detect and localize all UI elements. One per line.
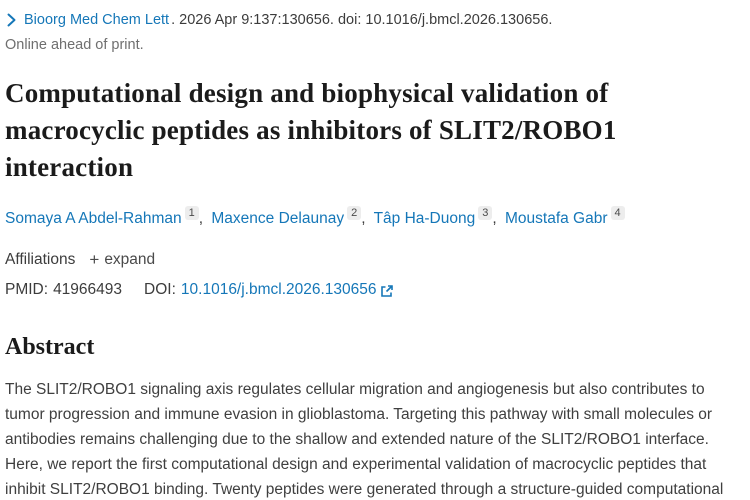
expand-affiliations-button[interactable]: + expand xyxy=(89,251,155,269)
affiliations-label: Affiliations xyxy=(5,251,76,268)
chevron-right-icon[interactable] xyxy=(5,13,18,27)
author-affiliation-superscript: 4 xyxy=(610,206,625,220)
online-ahead-of-print-label: Online ahead of print. xyxy=(5,37,144,53)
abstract-heading: Abstract xyxy=(5,334,95,360)
doi-link[interactable]: 10.1016/j.bmcl.2026.130656 xyxy=(181,279,394,301)
pmid-value: 41966493 xyxy=(53,281,123,298)
author-affiliation-superscript: 1 xyxy=(184,206,199,220)
author-item: Tâp Ha-Duong 3, xyxy=(373,206,505,227)
author-separator: , xyxy=(361,210,366,227)
pmid-label: PMID: xyxy=(5,281,49,298)
expand-label: expand xyxy=(104,251,156,268)
author-link[interactable]: Moustafa Gabr xyxy=(504,210,608,227)
plus-icon: + xyxy=(89,250,100,269)
author-item: Maxence Delaunay 2, xyxy=(211,206,373,227)
doi-group: DOI: 10.1016/j.bmcl.2026.130656 xyxy=(144,279,394,301)
author-link[interactable]: Maxence Delaunay xyxy=(211,210,345,227)
affiliations-row: Affiliations + expand xyxy=(5,250,745,270)
pmid-group: PMID: 41966493 xyxy=(5,279,122,301)
author-separator: , xyxy=(198,210,204,227)
citation-text: . 2026 Apr 9:137:130656. doi: 10.1016/j.… xyxy=(171,12,553,28)
journal-link[interactable]: Bioorg Med Chem Lett xyxy=(24,12,170,28)
author-item: Somaya A Abdel-Rahman 1, xyxy=(5,206,211,227)
author-affiliation-superscript: 2 xyxy=(347,206,362,220)
authors-list: Somaya A Abdel-Rahman 1, Maxence Delaunay… xyxy=(5,206,745,230)
journal-citation-row: Bioorg Med Chem Lett . 2026 Apr 9:137:13… xyxy=(5,10,745,30)
author-link[interactable]: Somaya A Abdel-Rahman xyxy=(5,210,182,227)
abstract-text: The SLIT2/ROBO1 signaling axis regulates… xyxy=(5,381,724,498)
external-link-icon xyxy=(380,284,394,298)
author-separator: , xyxy=(492,210,497,227)
author-item: Moustafa Gabr 4 xyxy=(504,206,625,227)
identifiers-row: PMID: 41966493 DOI: 10.1016/j.bmcl.2026.… xyxy=(5,279,745,301)
author-affiliation-superscript: 3 xyxy=(478,206,493,220)
article-title: Computational design and biophysical val… xyxy=(5,78,617,182)
doi-value: 10.1016/j.bmcl.2026.130656 xyxy=(180,281,377,298)
doi-label: DOI: xyxy=(144,281,176,298)
author-link[interactable]: Tâp Ha-Duong xyxy=(373,210,476,227)
